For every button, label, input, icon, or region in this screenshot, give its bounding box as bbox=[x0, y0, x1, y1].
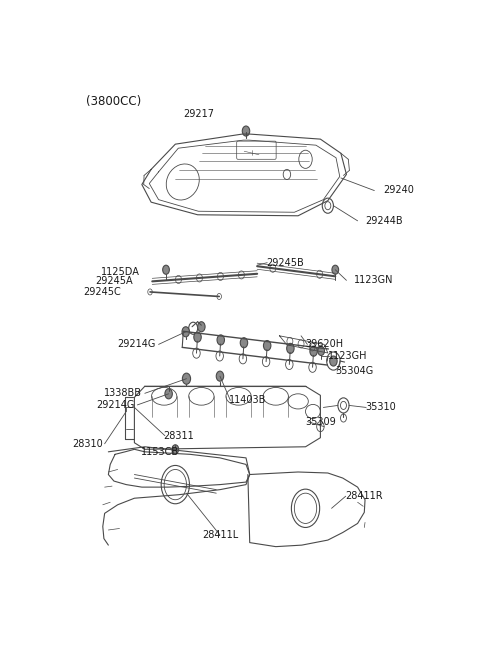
Text: 1125DA: 1125DA bbox=[101, 267, 140, 277]
Text: 1338BB: 1338BB bbox=[104, 388, 142, 398]
Text: 39620H: 39620H bbox=[305, 339, 344, 349]
Text: 29240: 29240 bbox=[384, 185, 415, 195]
Circle shape bbox=[217, 335, 225, 345]
Text: 28310: 28310 bbox=[72, 439, 103, 449]
Text: 35304G: 35304G bbox=[335, 366, 373, 376]
Text: 28411R: 28411R bbox=[346, 491, 384, 501]
Circle shape bbox=[182, 373, 191, 384]
Circle shape bbox=[242, 126, 250, 136]
Text: 1123GN: 1123GN bbox=[354, 275, 394, 286]
Text: 29245B: 29245B bbox=[266, 257, 304, 268]
Circle shape bbox=[287, 343, 294, 354]
Text: 28411L: 28411L bbox=[202, 530, 238, 540]
Circle shape bbox=[194, 332, 201, 342]
Text: 1153CB: 1153CB bbox=[141, 447, 179, 457]
Text: 29214G: 29214G bbox=[118, 339, 156, 349]
Circle shape bbox=[182, 327, 190, 337]
Text: 29214G: 29214G bbox=[96, 400, 134, 410]
Circle shape bbox=[318, 346, 324, 356]
Circle shape bbox=[332, 265, 338, 274]
Circle shape bbox=[165, 389, 172, 399]
Circle shape bbox=[264, 341, 271, 350]
Text: 28311: 28311 bbox=[163, 431, 194, 441]
Text: 35309: 35309 bbox=[305, 417, 336, 426]
Text: 1123GH: 1123GH bbox=[328, 351, 367, 361]
Circle shape bbox=[172, 445, 179, 454]
Circle shape bbox=[198, 322, 205, 332]
Text: 29217: 29217 bbox=[183, 109, 215, 119]
Text: 29244B: 29244B bbox=[365, 216, 403, 226]
Text: 35310: 35310 bbox=[365, 402, 396, 413]
Circle shape bbox=[330, 356, 337, 366]
Text: (3800CC): (3800CC) bbox=[86, 95, 141, 107]
Circle shape bbox=[310, 346, 317, 356]
Circle shape bbox=[216, 371, 224, 381]
Circle shape bbox=[240, 338, 248, 348]
Circle shape bbox=[163, 265, 169, 274]
Text: 29245A: 29245A bbox=[95, 276, 132, 286]
Text: 29245C: 29245C bbox=[84, 288, 121, 297]
Text: 11403B: 11403B bbox=[229, 396, 266, 405]
